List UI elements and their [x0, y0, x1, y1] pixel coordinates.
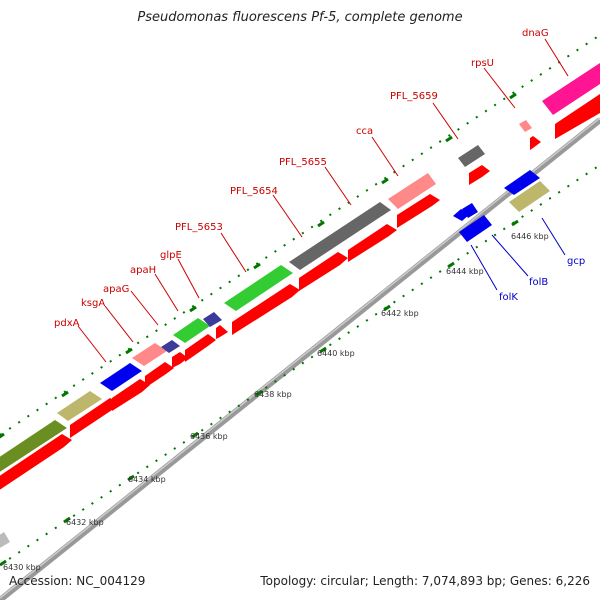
cds-arrow: [348, 224, 397, 262]
gene-block: [100, 363, 142, 391]
gene-label: apaH: [130, 265, 156, 276]
gene-block: [388, 173, 436, 209]
kbp-label: 6438 kbp: [254, 390, 292, 399]
reverse-gene-track: [0, 170, 550, 548]
gene-block: [224, 265, 293, 311]
accession-text: Accession: NC_004129: [9, 574, 146, 588]
gene-block: [0, 532, 10, 548]
gene-block: [509, 181, 550, 212]
gene-label: rpsU: [471, 58, 494, 69]
cds-arrow: [185, 334, 216, 362]
gene-block: [161, 340, 180, 353]
kbp-label: 6444 kbp: [446, 267, 484, 276]
major-ticks-upper: [0, 92, 517, 439]
forward-cds-track: [0, 94, 600, 490]
kbp-label: 6442 kbp: [381, 309, 419, 318]
gene-label: cca: [356, 126, 373, 137]
gene-block: [203, 312, 222, 327]
gene-label: PFL_5653: [175, 222, 223, 233]
gene-block: [462, 203, 478, 218]
gene-block: [0, 420, 67, 472]
kbp-label: 6440 kbp: [317, 349, 355, 358]
cds-arrow: [0, 434, 72, 490]
gene-label: folK: [499, 292, 518, 303]
gene-block: [173, 318, 210, 343]
cds-arrow: [70, 398, 120, 438]
gene-label: gcp: [567, 256, 585, 267]
backbone-highlight: [0, 117, 600, 599]
forward-gene-labels: pdxA ksgA apaG apaH glpE PFL_5653 PFL_56…: [54, 28, 549, 329]
cds-arrow: [145, 362, 174, 388]
gene-label: folB: [529, 277, 548, 288]
cds-arrow: [232, 284, 300, 335]
gene-block: [458, 145, 485, 167]
gene-block: [459, 215, 492, 242]
cds-arrow: [112, 379, 150, 411]
cds-arrow: [469, 165, 490, 185]
forward-label-leaders: [77, 38, 569, 363]
reverse-gene-labels: folK folB gcp: [499, 256, 585, 303]
cds-arrow: [397, 194, 440, 228]
gene-label: dnaG: [522, 28, 549, 39]
genome-summary-text: Topology: circular; Length: 7,074,893 bp…: [260, 574, 590, 588]
gene-label: PFL_5655: [279, 157, 327, 168]
gene-block: [542, 63, 600, 115]
gene-label: pdxA: [54, 318, 80, 329]
kbp-labels: 6430 kbp 6432 kbp 6434 kbp 6436 kbp 6438…: [3, 232, 549, 572]
cds-arrow: [216, 325, 228, 339]
gene-block: [289, 202, 391, 270]
reverse-label-leaders: [470, 217, 566, 291]
cds-arrow: [172, 352, 188, 368]
kbp-label: 6432 kbp: [66, 518, 104, 527]
forward-gene-track: [0, 63, 600, 472]
gene-block: [57, 391, 102, 421]
kbp-label: 6434 kbp: [128, 475, 166, 484]
gene-block: [132, 343, 167, 366]
gene-label: glpE: [160, 250, 182, 261]
major-ticks-lower: [0, 219, 519, 567]
cds-arrow: [530, 136, 541, 150]
backbone-line: [0, 117, 600, 600]
upper-tick-line: [0, 34, 600, 436]
gene-label: ksgA: [81, 298, 105, 309]
cds-arrow: [555, 94, 600, 139]
gene-label: PFL_5654: [230, 186, 278, 197]
gene-label: PFL_5659: [390, 91, 438, 102]
gene-block: [504, 170, 540, 195]
lower-tick-line: [0, 164, 600, 566]
cds-arrow: [299, 252, 348, 291]
gene-block: [519, 120, 532, 132]
kbp-label: 6430 kbp: [3, 563, 41, 572]
kbp-label: 6446 kbp: [511, 232, 549, 241]
gene-label: apaG: [103, 284, 129, 295]
map-title: Pseudomonas fluorescens Pf-5, complete g…: [137, 10, 463, 25]
kbp-label: 6436 kbp: [190, 432, 228, 441]
